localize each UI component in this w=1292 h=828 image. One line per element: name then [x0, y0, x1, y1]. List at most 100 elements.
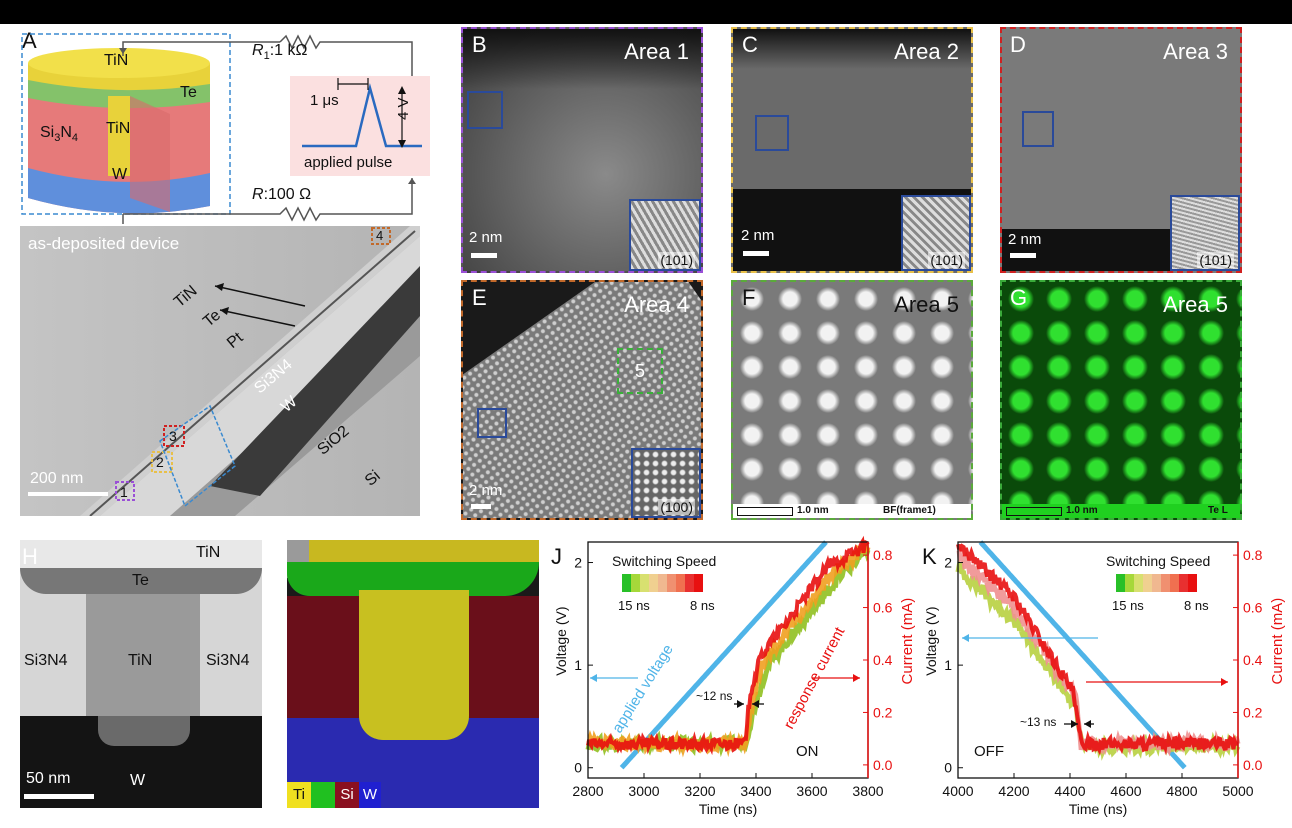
y2-tick-label: 0.0 [873, 757, 893, 773]
legend-low-label: 15 ns [618, 598, 650, 613]
scalebar [471, 504, 491, 509]
legend-swatch [1170, 574, 1179, 592]
top-black-bar [0, 0, 1292, 24]
h-label-tin: TiN [196, 544, 221, 561]
x-tick-label: 3200 [684, 783, 715, 799]
stack-si3n4: Si3N4 [40, 124, 79, 145]
inset-plane-label: (101) [928, 252, 965, 268]
legend-swatch [1161, 574, 1170, 592]
zoom-box [1022, 111, 1054, 147]
chart-k: 4000 4200 4400 4600 4800 5000 0 1 2 0.0 0.2 0.4 0.6 0… [923, 540, 1286, 817]
series-line-applied-voltage [978, 540, 1187, 770]
legend-te [311, 782, 335, 808]
panel-label-c: C [742, 32, 758, 57]
y-axis-label: Voltage (V) [923, 606, 939, 675]
y-tick-label: 1 [944, 657, 952, 673]
legend-swatch [1143, 574, 1152, 592]
scalebar [743, 251, 769, 256]
resistor-r1-label: R1:1 kΩ [252, 42, 308, 63]
y2-tick-label: 0.4 [1243, 652, 1263, 668]
inset-plane-label: (101) [1197, 252, 1234, 268]
haadf-area2-image: Area 2 (101) 2 nm [731, 27, 973, 273]
legend-swatch [1116, 574, 1125, 592]
legend-w: W [359, 782, 381, 808]
zoom-box [755, 115, 789, 151]
x-tick-label: 3000 [628, 783, 659, 799]
series-line-current-3 [956, 543, 1239, 756]
panel-label-a: A [22, 28, 37, 53]
panel-label-k: K [922, 544, 937, 569]
area2-title: Area 2 [894, 39, 959, 64]
annotation-1: OFF [974, 743, 1004, 760]
chart-j: 2800 3000 3200 3400 3600 3800 0 1 2 0.0 0.2 0.4 0.6 0… [553, 535, 916, 817]
area5-marker: 5 [617, 348, 663, 394]
annotation-3: ON [796, 743, 819, 760]
stack-tin-top: TiN [104, 52, 129, 69]
device-schematic [21, 33, 430, 224]
eds-te-map-image: Area 5 1.0 nm Te L [1000, 280, 1242, 520]
legend-title: Switching Speed [1106, 553, 1210, 569]
stack-te: Te [180, 84, 197, 101]
annotation-2: ~12 ns [696, 689, 732, 703]
y-tick-label: 0 [574, 760, 582, 776]
h-label-te: Te [132, 572, 149, 589]
tem-scalebar-label: 200 nm [30, 470, 84, 487]
tem-area-4: 4 [376, 228, 384, 243]
inset-plane-label: (100) [658, 499, 695, 515]
annotation-arrowhead-1 [1221, 678, 1228, 686]
x-tick-label: 4600 [1110, 783, 1141, 799]
scalebar-label: 50 nm [26, 770, 71, 787]
scalebar-label: 2 nm [1008, 231, 1042, 248]
y-tick-label: 2 [944, 555, 952, 571]
legend-swatch [676, 574, 685, 592]
panel-label-h: H [22, 544, 38, 569]
legend-swatch [694, 574, 703, 592]
y2-tick-label: 0.6 [873, 600, 893, 616]
scalebar [737, 507, 793, 516]
scalebar [1010, 253, 1036, 258]
y2-tick-label: 0.6 [1243, 600, 1263, 616]
y2-tick-label: 0.0 [1243, 757, 1263, 773]
series-line-applied-voltage [619, 540, 828, 770]
scalebar [24, 794, 94, 799]
panel-label-b: B [472, 32, 487, 57]
x-tick-label: 3400 [740, 783, 771, 799]
legend-swatch [1125, 574, 1134, 592]
element-tag: Te L [1208, 505, 1228, 516]
pulse-amplitude-label: 4 V [395, 97, 412, 120]
area4-title: Area 4 [624, 292, 689, 317]
legend-high-label: 8 ns [1184, 598, 1209, 613]
scalebar-label: 1.0 nm [1066, 505, 1098, 516]
tem-area-1: 1 [120, 484, 128, 500]
y2-tick-label: 0.8 [1243, 547, 1263, 563]
annotation-arrowhead-2 [1071, 720, 1078, 728]
legend-si: Si [335, 782, 359, 808]
scalebar-label: 2 nm [741, 227, 775, 244]
legend-swatch [1134, 574, 1143, 592]
inset-plane-label: (101) [658, 252, 695, 268]
x-tick-label: 2800 [572, 783, 603, 799]
scalebar [471, 253, 497, 258]
panel-label-f: F [742, 285, 756, 310]
h-label-w: W [130, 772, 146, 789]
panel-label-g: G [1010, 285, 1028, 310]
x-tick-label: 3600 [796, 783, 827, 799]
annotation-arrowhead-0 [962, 634, 969, 642]
haadf-area1-image: Area 1 (101) 2 nm [461, 27, 703, 273]
legend-swatch [1188, 574, 1197, 592]
legend-swatch [622, 574, 631, 592]
tem-overview-image: as-deposited device TiN Te Pt Si3N4 W Si… [20, 226, 420, 516]
area3-title: Area 3 [1163, 39, 1228, 64]
resistor-r-label: R:100 Ω [252, 186, 312, 203]
area1-title: Area 1 [624, 39, 689, 64]
panel-label-e: E [472, 285, 487, 310]
zoom-box [477, 408, 507, 438]
annotation-arrowhead-0 [590, 674, 597, 682]
legend-swatch [631, 574, 640, 592]
scalebar-label: 2 nm [469, 482, 503, 499]
pulse-caption: applied pulse [304, 154, 393, 171]
annotation-arrowhead-1 [853, 674, 860, 682]
frame-tag: BF(frame1) [883, 505, 936, 516]
annotation-0: ~13 ns [1020, 715, 1056, 729]
tem-area-3: 3 [169, 428, 177, 444]
